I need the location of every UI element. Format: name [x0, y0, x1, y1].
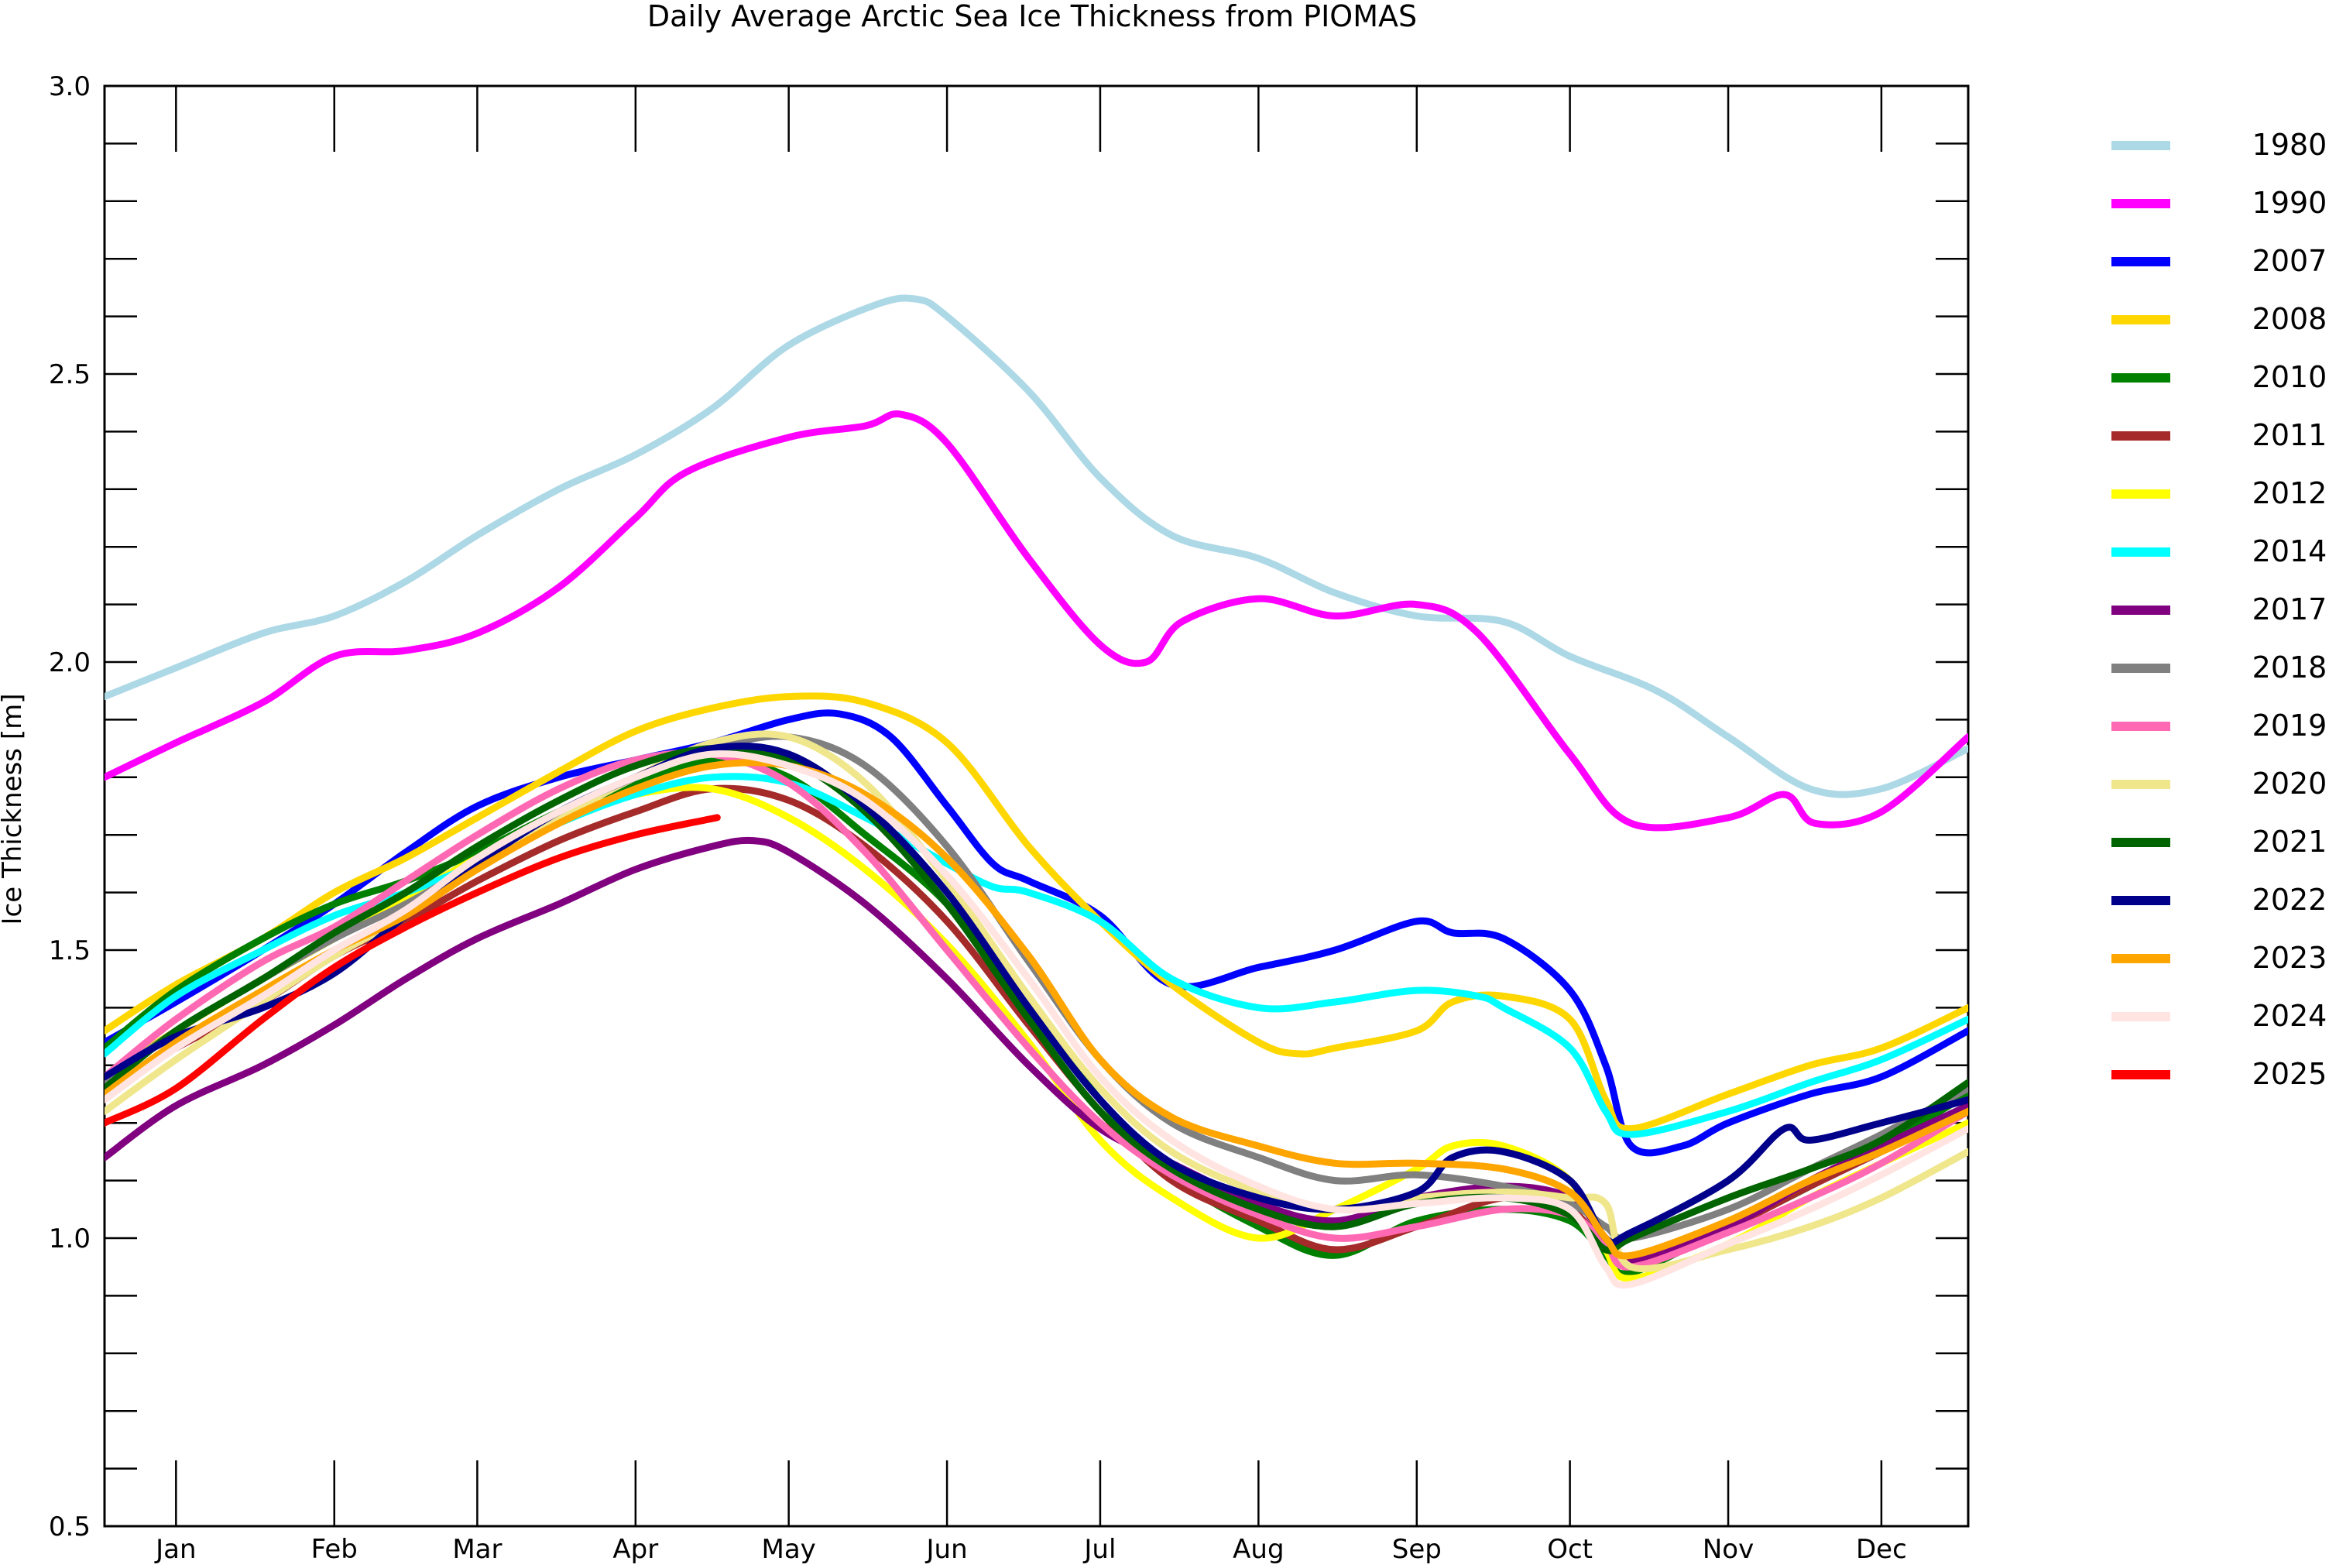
x-tick-label: Nov — [1703, 1534, 1754, 1565]
y-axis-label: Ice Thickness [m] — [0, 694, 28, 925]
y-tick-label: 1.0 — [49, 1223, 91, 1254]
legend-label-2008: 2008 — [2252, 302, 2327, 336]
plot-frame — [103, 84, 1970, 1528]
legend-label-1980: 1980 — [2252, 128, 2327, 162]
x-tick-label: Mar — [452, 1534, 502, 1565]
legend-label-2025: 2025 — [2252, 1057, 2327, 1091]
legend-label-2020: 2020 — [2252, 767, 2327, 801]
legend-label-2022: 2022 — [2252, 883, 2327, 917]
legend-label-2024: 2024 — [2252, 999, 2327, 1033]
legend-label-2017: 2017 — [2252, 592, 2327, 626]
series-line-1980 — [105, 294, 1968, 798]
series-line-2014 — [105, 773, 1968, 1138]
y-tick-label: 0.5 — [49, 1511, 91, 1542]
y-tick-label: 2.0 — [49, 647, 91, 678]
y-tick-label: 3.0 — [49, 71, 91, 102]
x-tick-label: Dec — [1856, 1534, 1907, 1565]
chart-title: Daily Average Arctic Sea Ice Thickness f… — [647, 0, 1417, 33]
series-line-2025 — [105, 814, 721, 1127]
series-line-2017 — [105, 836, 1968, 1265]
series-line-2007 — [105, 709, 1968, 1157]
x-tick-label: Oct — [1547, 1534, 1593, 1565]
x-tick-label: May — [762, 1534, 816, 1565]
x-tick-label: Jan — [154, 1534, 196, 1565]
series-group — [105, 294, 1968, 1289]
y-tick-label: 2.5 — [49, 359, 91, 390]
legend-label-2018: 2018 — [2252, 650, 2327, 684]
x-tick-label: Sep — [1392, 1534, 1442, 1565]
y-axis: 0.5 1.0 1.5 2.0 2.5 3.0 — [49, 71, 1968, 1542]
legend-label-1990: 1990 — [2252, 186, 2327, 220]
y-tick-label: 1.5 — [49, 935, 91, 966]
series-line-2021 — [105, 744, 1968, 1254]
x-axis: Jan Feb Mar Apr May Jun Jul Aug Sep Oct Nov Dec — [154, 86, 1907, 1565]
x-tick-label: Apr — [612, 1534, 658, 1565]
series-line-2020 — [105, 730, 1968, 1273]
legend-label-2021: 2021 — [2252, 825, 2327, 859]
series-line-2024 — [105, 750, 1968, 1289]
legend: 1980 1990 2007 2008 2010 2011 2012 2014 2017 2018… — [2111, 128, 2327, 1091]
series-line-1990 — [105, 410, 1968, 832]
x-tick-label: Aug — [1233, 1534, 1284, 1565]
legend-label-2010: 2010 — [2252, 360, 2327, 394]
series-line-2023 — [105, 759, 1968, 1260]
legend-label-2007: 2007 — [2252, 244, 2327, 278]
x-tick-label: Jul — [1082, 1534, 1116, 1565]
legend-label-2019: 2019 — [2252, 709, 2327, 743]
x-tick-label: Jun — [925, 1534, 968, 1565]
legend-label-2014: 2014 — [2252, 534, 2327, 568]
legend-label-2011: 2011 — [2252, 418, 2327, 452]
x-tick-label: Feb — [311, 1534, 358, 1565]
legend-label-2023: 2023 — [2252, 941, 2327, 975]
legend-label-2012: 2012 — [2252, 476, 2327, 510]
